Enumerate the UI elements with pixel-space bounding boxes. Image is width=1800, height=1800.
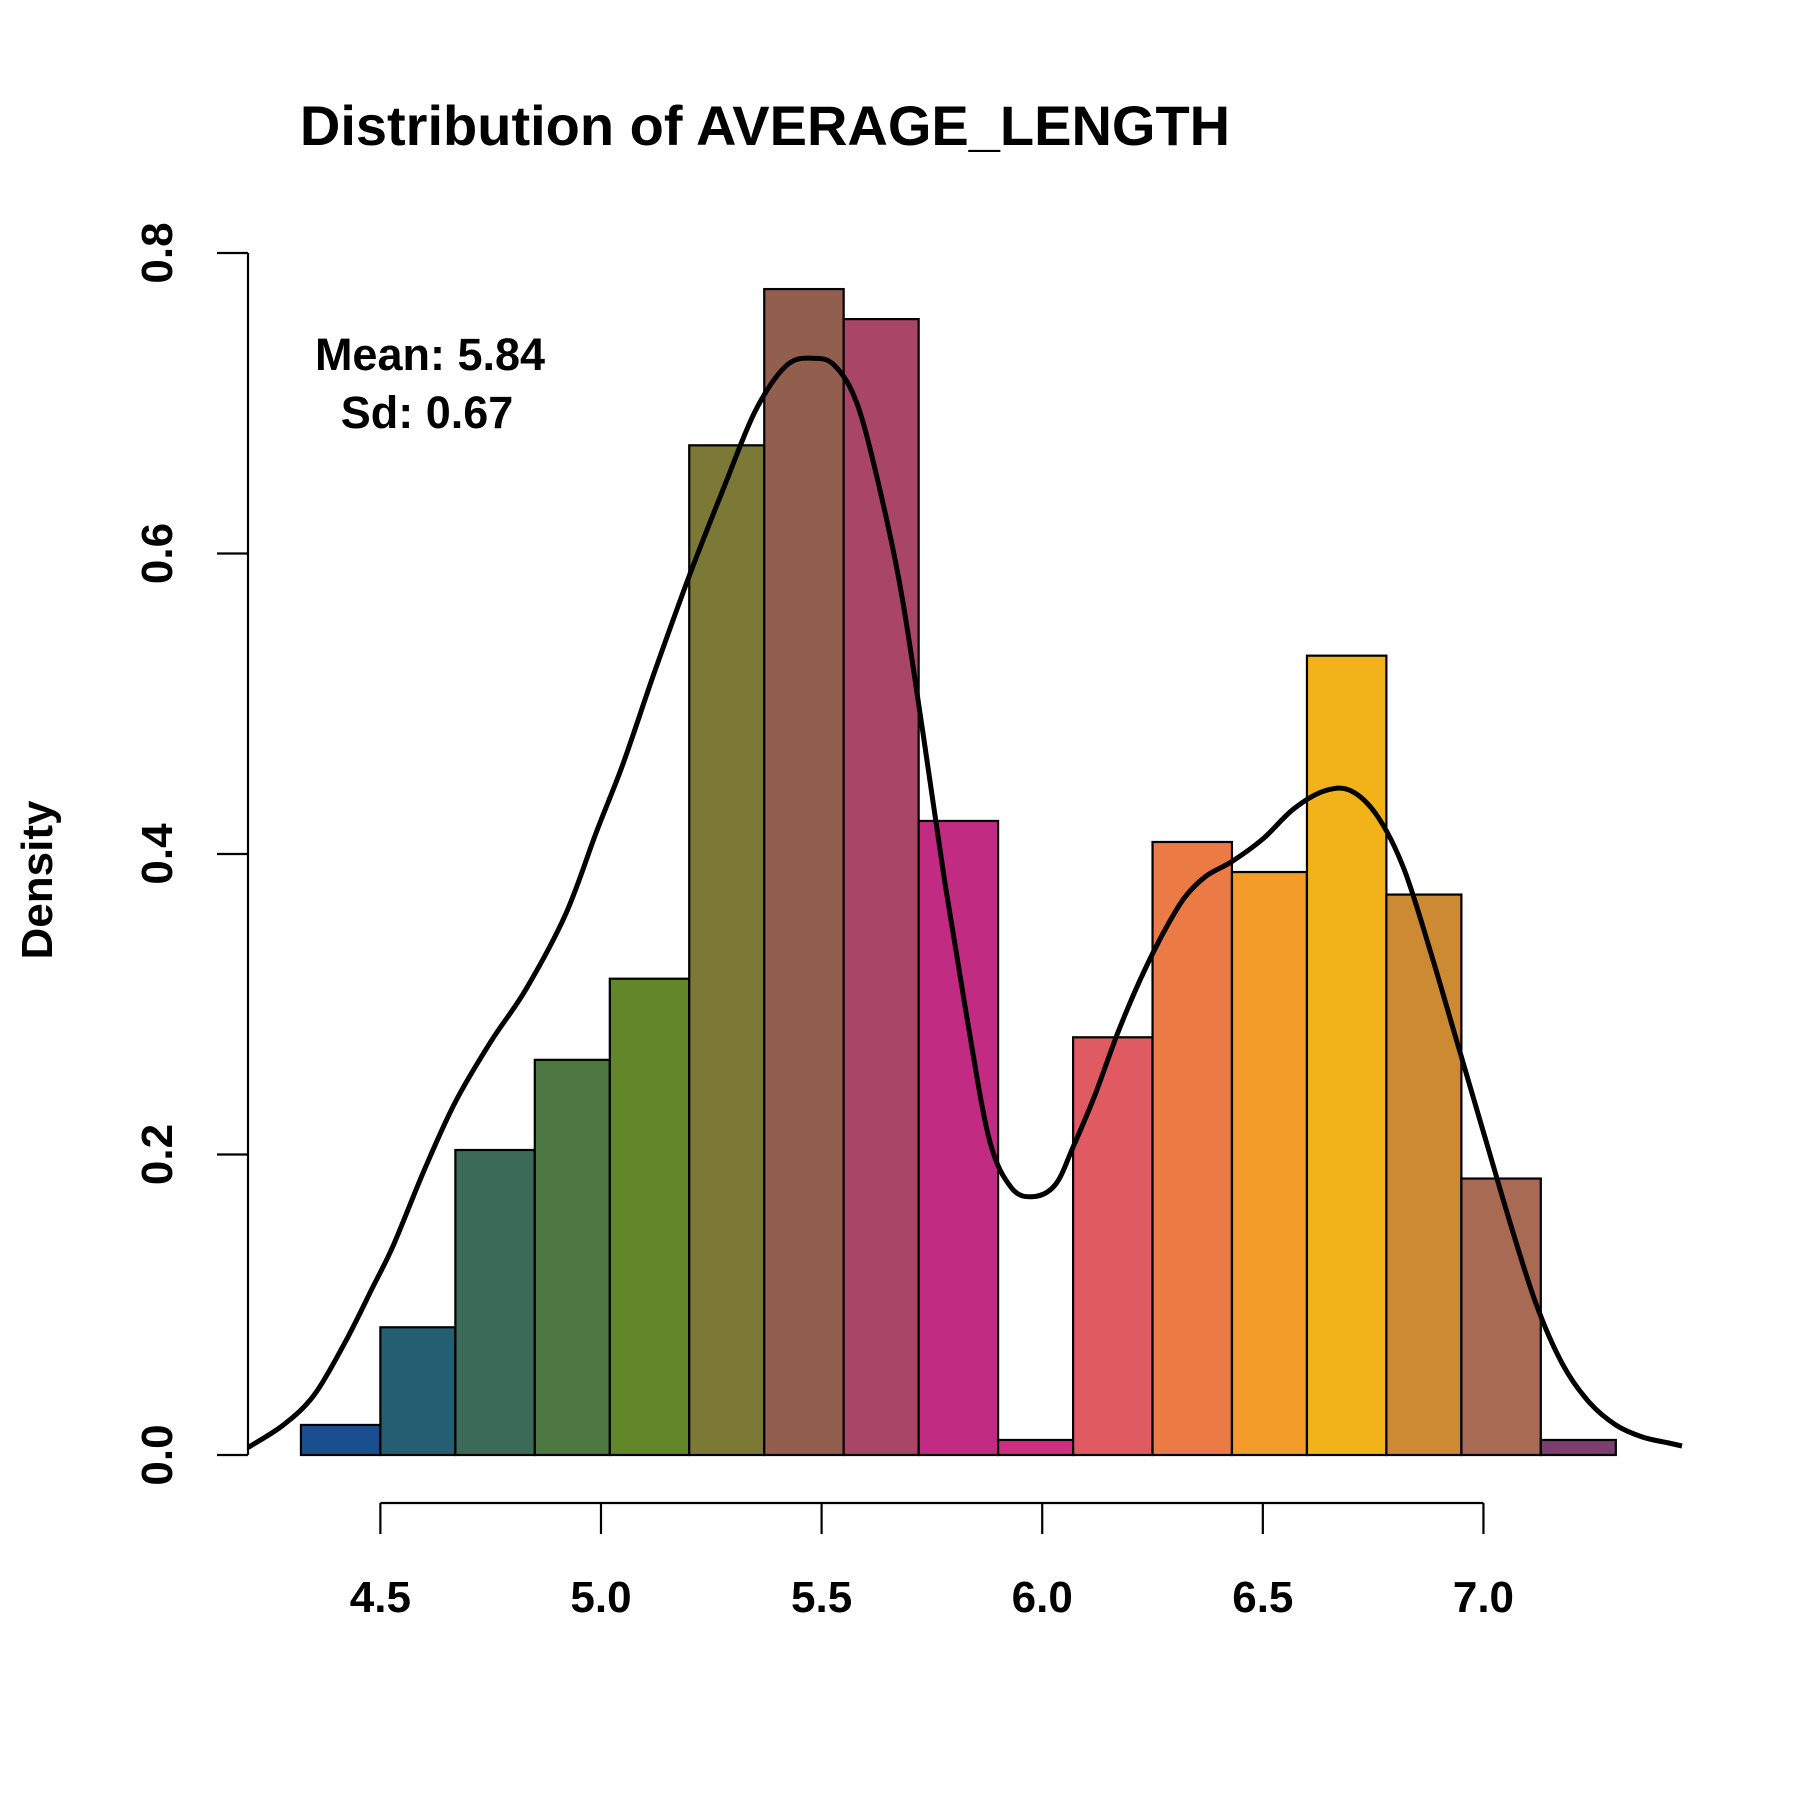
histogram-bar <box>1385 893 1463 1457</box>
histogram-bar <box>763 287 845 1457</box>
x-tick-label: 5.5 <box>791 1573 852 1622</box>
y-axis-label: Density <box>13 800 62 959</box>
x-tick-label: 4.5 <box>350 1573 411 1622</box>
histogram-bar <box>842 318 920 1457</box>
histogram-bar <box>688 444 766 1457</box>
x-tick-label: 5.0 <box>570 1573 631 1622</box>
histogram-bar <box>454 1148 536 1457</box>
x-tick-label: 6.0 <box>1012 1573 1073 1622</box>
y-tick-label: 0.8 <box>133 222 182 283</box>
histogram-bars <box>299 287 1617 1457</box>
histogram-bar <box>1539 1438 1617 1457</box>
y-tick-label: 0.4 <box>133 823 182 885</box>
x-tick-label: 6.5 <box>1232 1573 1293 1622</box>
histogram-bar <box>1460 1177 1542 1457</box>
density-curve-group <box>246 355 1683 1450</box>
sd-annotation: Sd: 0.67 <box>341 387 514 438</box>
density-curve <box>246 355 1683 1450</box>
histogram-bar <box>996 1438 1075 1457</box>
mean-annotation: Mean: 5.84 <box>315 329 545 380</box>
y-tick-label: 0.6 <box>133 523 182 584</box>
histogram-bar <box>1151 840 1234 1457</box>
chart-title: Distribution of AVERAGE_LENGTH <box>300 94 1230 157</box>
x-tick-label: 7.0 <box>1453 1573 1514 1622</box>
x-axis: 4.5 5.0 5.5 6.0 6.5 7.0 <box>350 1501 1514 1622</box>
histogram-bar <box>1072 1036 1154 1457</box>
histogram-bar <box>1305 654 1388 1457</box>
histogram-bar <box>1230 870 1309 1457</box>
histogram-bar <box>379 1326 457 1457</box>
histogram-bar <box>917 819 1000 1457</box>
histogram-bar <box>533 1058 611 1457</box>
y-axis: 0.0 0.2 0.4 0.6 0.8 <box>133 222 250 1486</box>
y-tick-label: 0.0 <box>133 1424 182 1485</box>
histogram-bar <box>299 1423 382 1457</box>
y-tick-label: 0.2 <box>133 1124 182 1185</box>
histogram-bar <box>608 977 691 1457</box>
